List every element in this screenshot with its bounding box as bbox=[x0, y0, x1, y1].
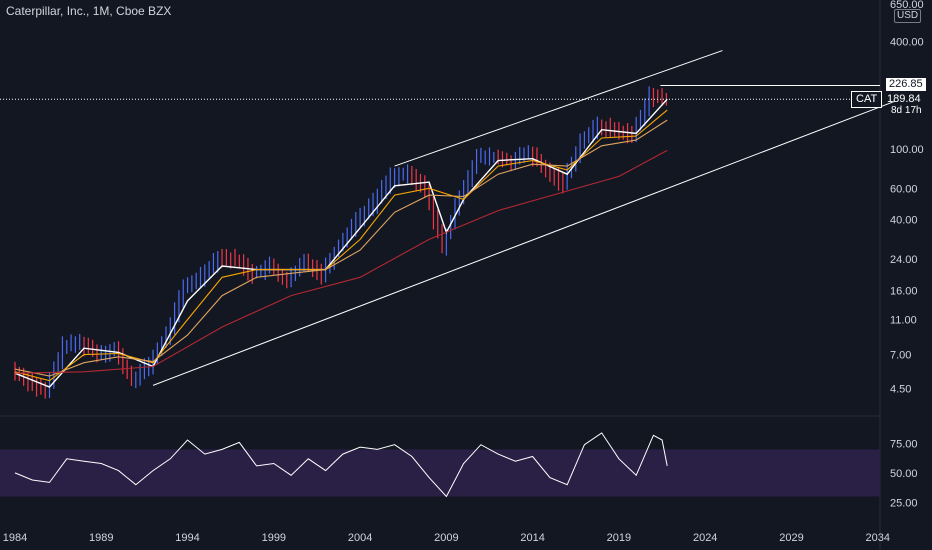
price-tick-label: 400.00 bbox=[890, 37, 924, 49]
ma_slow-line bbox=[14, 119, 668, 377]
channel-lines[interactable] bbox=[0, 50, 896, 386]
time-tick-label: 2009 bbox=[434, 532, 458, 544]
time-tick-label: 2029 bbox=[779, 532, 803, 544]
price-tick-label: 11.00 bbox=[890, 315, 917, 327]
moving-averages bbox=[14, 98, 668, 388]
price-tick-label: 650.00 bbox=[890, 0, 924, 11]
price-tick-label: 7.00 bbox=[890, 350, 911, 362]
ma_mid-line bbox=[14, 109, 668, 382]
rsi-tick-label: 75.00 bbox=[890, 439, 918, 451]
price-tick-label: 40.00 bbox=[890, 215, 918, 227]
price-pane[interactable] bbox=[0, 0, 880, 416]
ma_long-line bbox=[14, 149, 668, 374]
channel-upper-line[interactable] bbox=[394, 50, 723, 167]
time-tick-label: 1999 bbox=[262, 532, 286, 544]
symbol-tag: CAT bbox=[851, 91, 883, 109]
channel-lower-line[interactable] bbox=[152, 100, 896, 386]
rsi-tick-label: 25.00 bbox=[890, 497, 918, 509]
chart-title: Caterpillar, Inc., 1M, Cboe BZX bbox=[6, 4, 172, 18]
price-axis[interactable]: 650.00 400.00 100.00 60.00 40.00 24.00 16.00 11… bbox=[890, 0, 924, 396]
price-tick-label: 16.00 bbox=[890, 286, 918, 298]
price-tick-label: 60.00 bbox=[890, 183, 918, 195]
time-tick-label: 1994 bbox=[175, 532, 199, 544]
price-tick-label: 4.50 bbox=[890, 384, 911, 396]
high-price-tag: 226.85 bbox=[886, 78, 926, 92]
price-tick-label: 100.00 bbox=[890, 144, 924, 156]
time-tick-label: 1984 bbox=[3, 532, 27, 544]
rsi-band bbox=[0, 449, 880, 497]
rsi-tick-label: 50.00 bbox=[890, 468, 918, 480]
time-axis[interactable]: 1984 1989 1994 1999 2004 2009 2014 2019 2024 2029… bbox=[3, 532, 890, 544]
rsi-layer bbox=[14, 432, 668, 498]
time-tick-label: 2019 bbox=[607, 532, 631, 544]
rsi-line bbox=[14, 432, 668, 498]
last-price-tag: 189.84 bbox=[887, 93, 921, 106]
time-tick-label: 2034 bbox=[866, 532, 890, 544]
time-tick-label: 1989 bbox=[89, 532, 113, 544]
rsi-axis[interactable]: 75.00 50.00 25.00 bbox=[890, 439, 918, 510]
price-tick-label: 24.00 bbox=[890, 254, 918, 266]
currency-button[interactable]: USD bbox=[894, 9, 922, 23]
time-tick-label: 2004 bbox=[348, 532, 372, 544]
bar-countdown: 8d 17h bbox=[891, 105, 922, 116]
time-tick-label: 2014 bbox=[520, 532, 544, 544]
time-tick-label: 2024 bbox=[693, 532, 717, 544]
